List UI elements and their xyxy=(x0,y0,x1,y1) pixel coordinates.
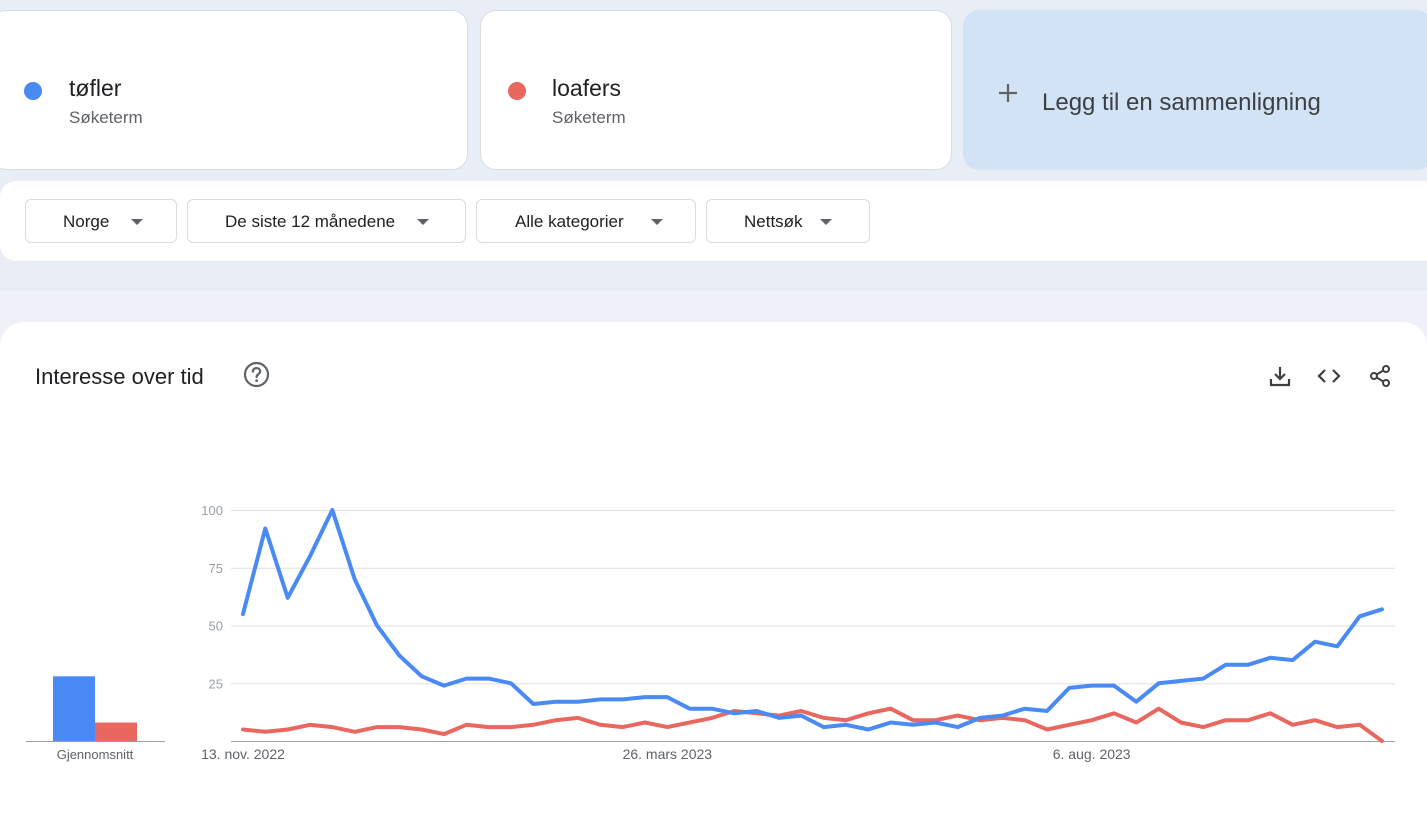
chevron-down-icon xyxy=(131,219,143,225)
series-color-dot xyxy=(24,82,42,100)
x-tick-label: 13. nov. 2022 xyxy=(201,746,285,762)
region-select[interactable]: Norge xyxy=(25,199,177,243)
average-label: Gjennomsnitt xyxy=(57,747,134,762)
average-bar-loafers xyxy=(95,722,137,741)
average-bar-chart: Gjennomsnitt xyxy=(26,676,165,762)
download-icon[interactable] xyxy=(1268,364,1292,388)
series-color-dot xyxy=(508,82,526,100)
plus-icon xyxy=(999,84,1017,102)
interest-over-time-card: Interesse over tid xyxy=(0,322,1427,813)
chevron-down-icon xyxy=(651,219,663,225)
y-tick-label: 50 xyxy=(209,619,223,634)
filter-bar: Norge De siste 12 månedene Alle kategori… xyxy=(0,181,1427,261)
average-bar-tofler xyxy=(53,676,95,741)
add-comparison-label: Legg til en sammenligning xyxy=(1042,89,1321,116)
series-line-tofler[interactable] xyxy=(241,508,1384,732)
x-tick-label: 6. aug. 2023 xyxy=(1053,746,1131,762)
y-tick-label: 25 xyxy=(209,676,223,691)
chevron-down-icon xyxy=(417,219,429,225)
share-icon[interactable] xyxy=(1368,364,1392,388)
interest-line-chart: 25 50 75 100 13. nov. 2022 26. mars 2023 6. au… xyxy=(201,503,1395,762)
chevron-down-icon xyxy=(820,219,832,225)
category-select[interactable]: Alle kategorier xyxy=(476,199,696,243)
term-card-tofler[interactable]: tøfler Søketerm xyxy=(0,10,468,170)
search-type-select-label: Nettsøk xyxy=(744,212,803,231)
x-tick-label: 26. mars 2023 xyxy=(623,746,713,762)
chart-title: Interesse over tid xyxy=(35,364,204,389)
help-icon[interactable] xyxy=(243,361,270,388)
add-comparison-button[interactable]: Legg til en sammenligning xyxy=(963,10,1427,170)
search-type-select[interactable]: Nettsøk xyxy=(706,199,870,243)
embed-icon[interactable] xyxy=(1317,364,1341,388)
time-range-select[interactable]: De siste 12 månedene xyxy=(187,199,466,243)
y-tick-label: 75 xyxy=(209,561,223,576)
region-select-label: Norge xyxy=(63,212,110,231)
term-name: tøfler xyxy=(69,75,122,101)
category-select-label: Alle kategorier xyxy=(515,212,624,231)
term-name: loafers xyxy=(552,75,622,101)
series-line-loafers[interactable] xyxy=(241,706,1384,743)
term-subtitle: Søketerm xyxy=(69,108,143,127)
term-subtitle: Søketerm xyxy=(552,108,626,127)
term-card-loafers[interactable]: loafers Søketerm xyxy=(480,10,952,170)
y-tick-label: 100 xyxy=(201,503,223,518)
time-range-select-label: De siste 12 månedene xyxy=(225,212,396,231)
